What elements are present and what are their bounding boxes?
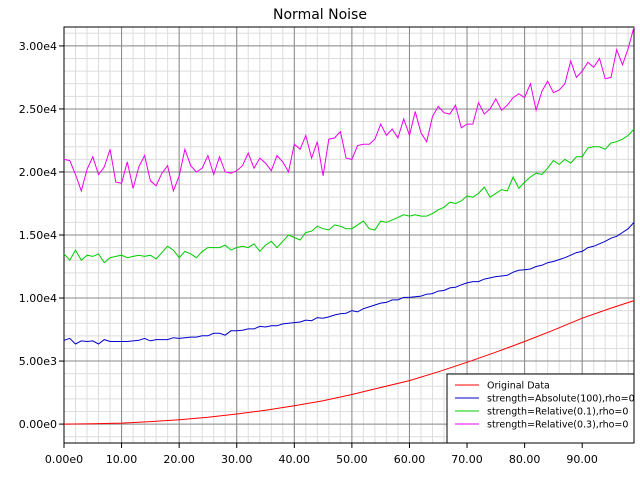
chart-title: Normal Noise [273, 7, 367, 23]
y-tick-label: 1.50e4 [19, 229, 57, 242]
y-tick-label: 1.00e4 [19, 292, 57, 305]
legend: Original Data strength=Absolute(100),rho=… [446, 373, 635, 444]
legend-label-1: Original Data [487, 381, 550, 392]
legend-label-4: strength=Relative(0.3),rho=0 [487, 420, 628, 431]
x-tick-label: 10.00 [106, 453, 138, 466]
x-tick-label: 90.00 [566, 453, 598, 466]
y-tick-label: 5.00e3 [19, 355, 57, 368]
legend-label-2: strength=Absolute(100),rho=0 [487, 394, 635, 405]
x-tick-label: 60.00 [394, 453, 426, 466]
y-tick-label: 2.00e4 [19, 166, 57, 179]
x-tick-label: 40.00 [279, 453, 311, 466]
series-line-2 [63, 222, 635, 345]
y-tick-label: 3.00e4 [19, 40, 57, 53]
y-axis-ticks: 0.00e0 5.00e3 1.00e4 1.50e4 2.00e4 2.50e4 3.00… [19, 40, 64, 431]
series-line-4 [63, 26, 635, 193]
y-tick-label: 0.00e0 [19, 418, 57, 431]
x-axis-ticks: 0.00e0 10.00 20.00 30.00 40.00 50.00 60.00 70.0… [45, 443, 598, 466]
x-tick-label: 70.00 [451, 453, 483, 466]
legend-label-3: strength=Relative(0.1),rho=0 [487, 407, 628, 418]
x-tick-label: 80.00 [509, 453, 541, 466]
y-tick-label: 2.50e4 [19, 103, 57, 116]
x-tick-label: 0.00e0 [45, 453, 83, 466]
series-line-1 [63, 300, 635, 425]
x-tick-label: 30.00 [221, 453, 253, 466]
x-tick-label: 50.00 [336, 453, 368, 466]
series-line-3 [63, 128, 635, 264]
series-layer [63, 26, 635, 425]
x-tick-label: 20.00 [163, 453, 195, 466]
